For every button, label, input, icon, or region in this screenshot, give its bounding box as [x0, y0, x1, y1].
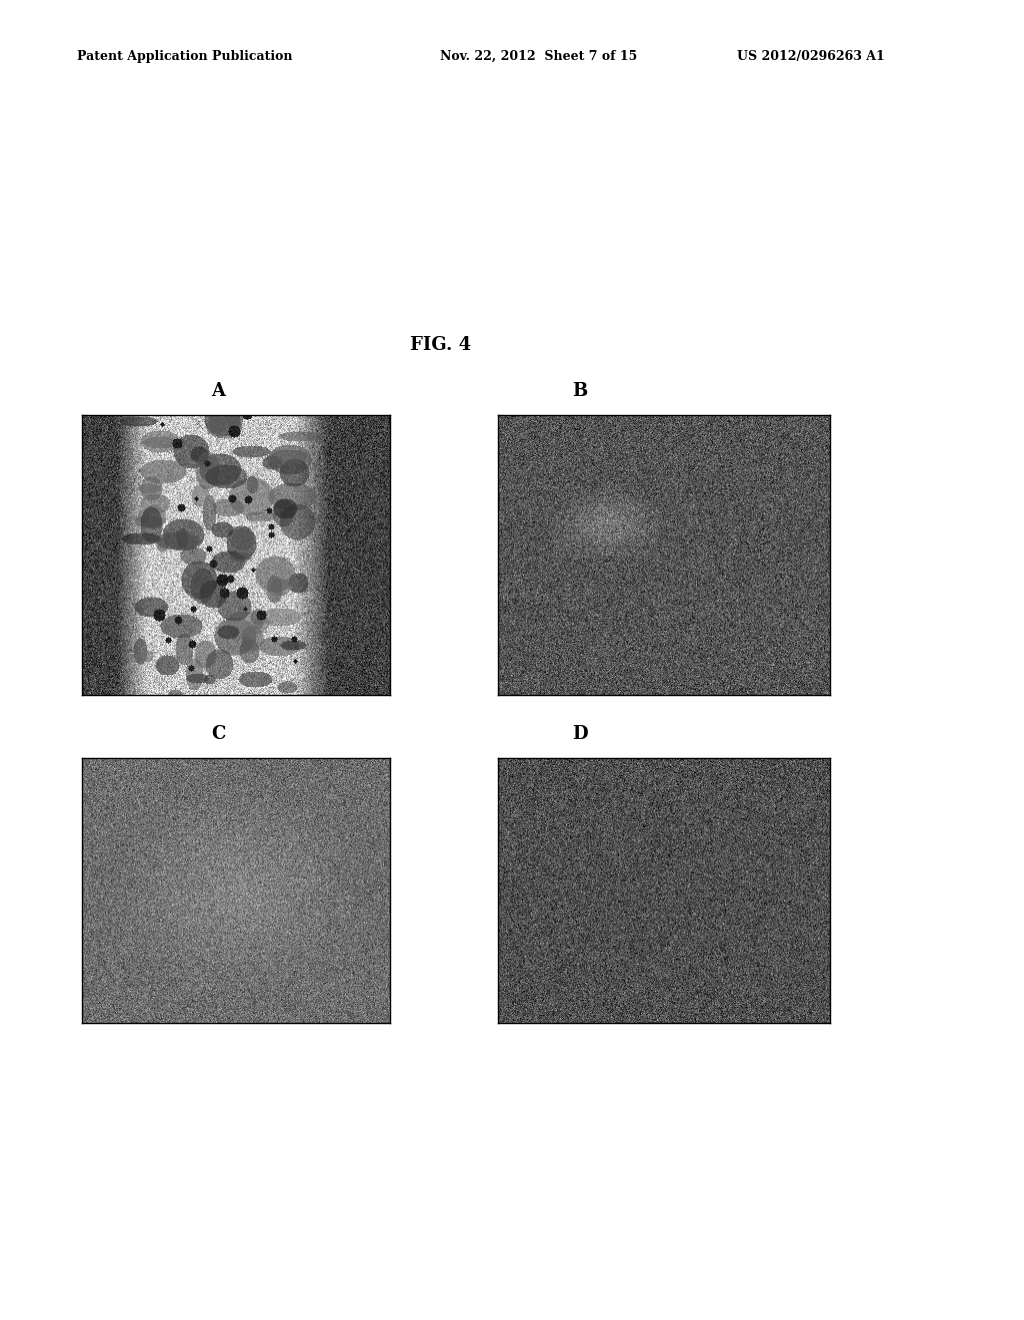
Text: FIG. 4: FIG. 4	[410, 337, 471, 354]
Text: C: C	[211, 725, 225, 743]
Text: D: D	[572, 725, 588, 743]
Text: Patent Application Publication: Patent Application Publication	[77, 50, 292, 63]
Text: US 2012/0296263 A1: US 2012/0296263 A1	[737, 50, 885, 63]
Text: B: B	[572, 381, 588, 400]
Text: Nov. 22, 2012  Sheet 7 of 15: Nov. 22, 2012 Sheet 7 of 15	[440, 50, 638, 63]
Text: A: A	[211, 381, 225, 400]
